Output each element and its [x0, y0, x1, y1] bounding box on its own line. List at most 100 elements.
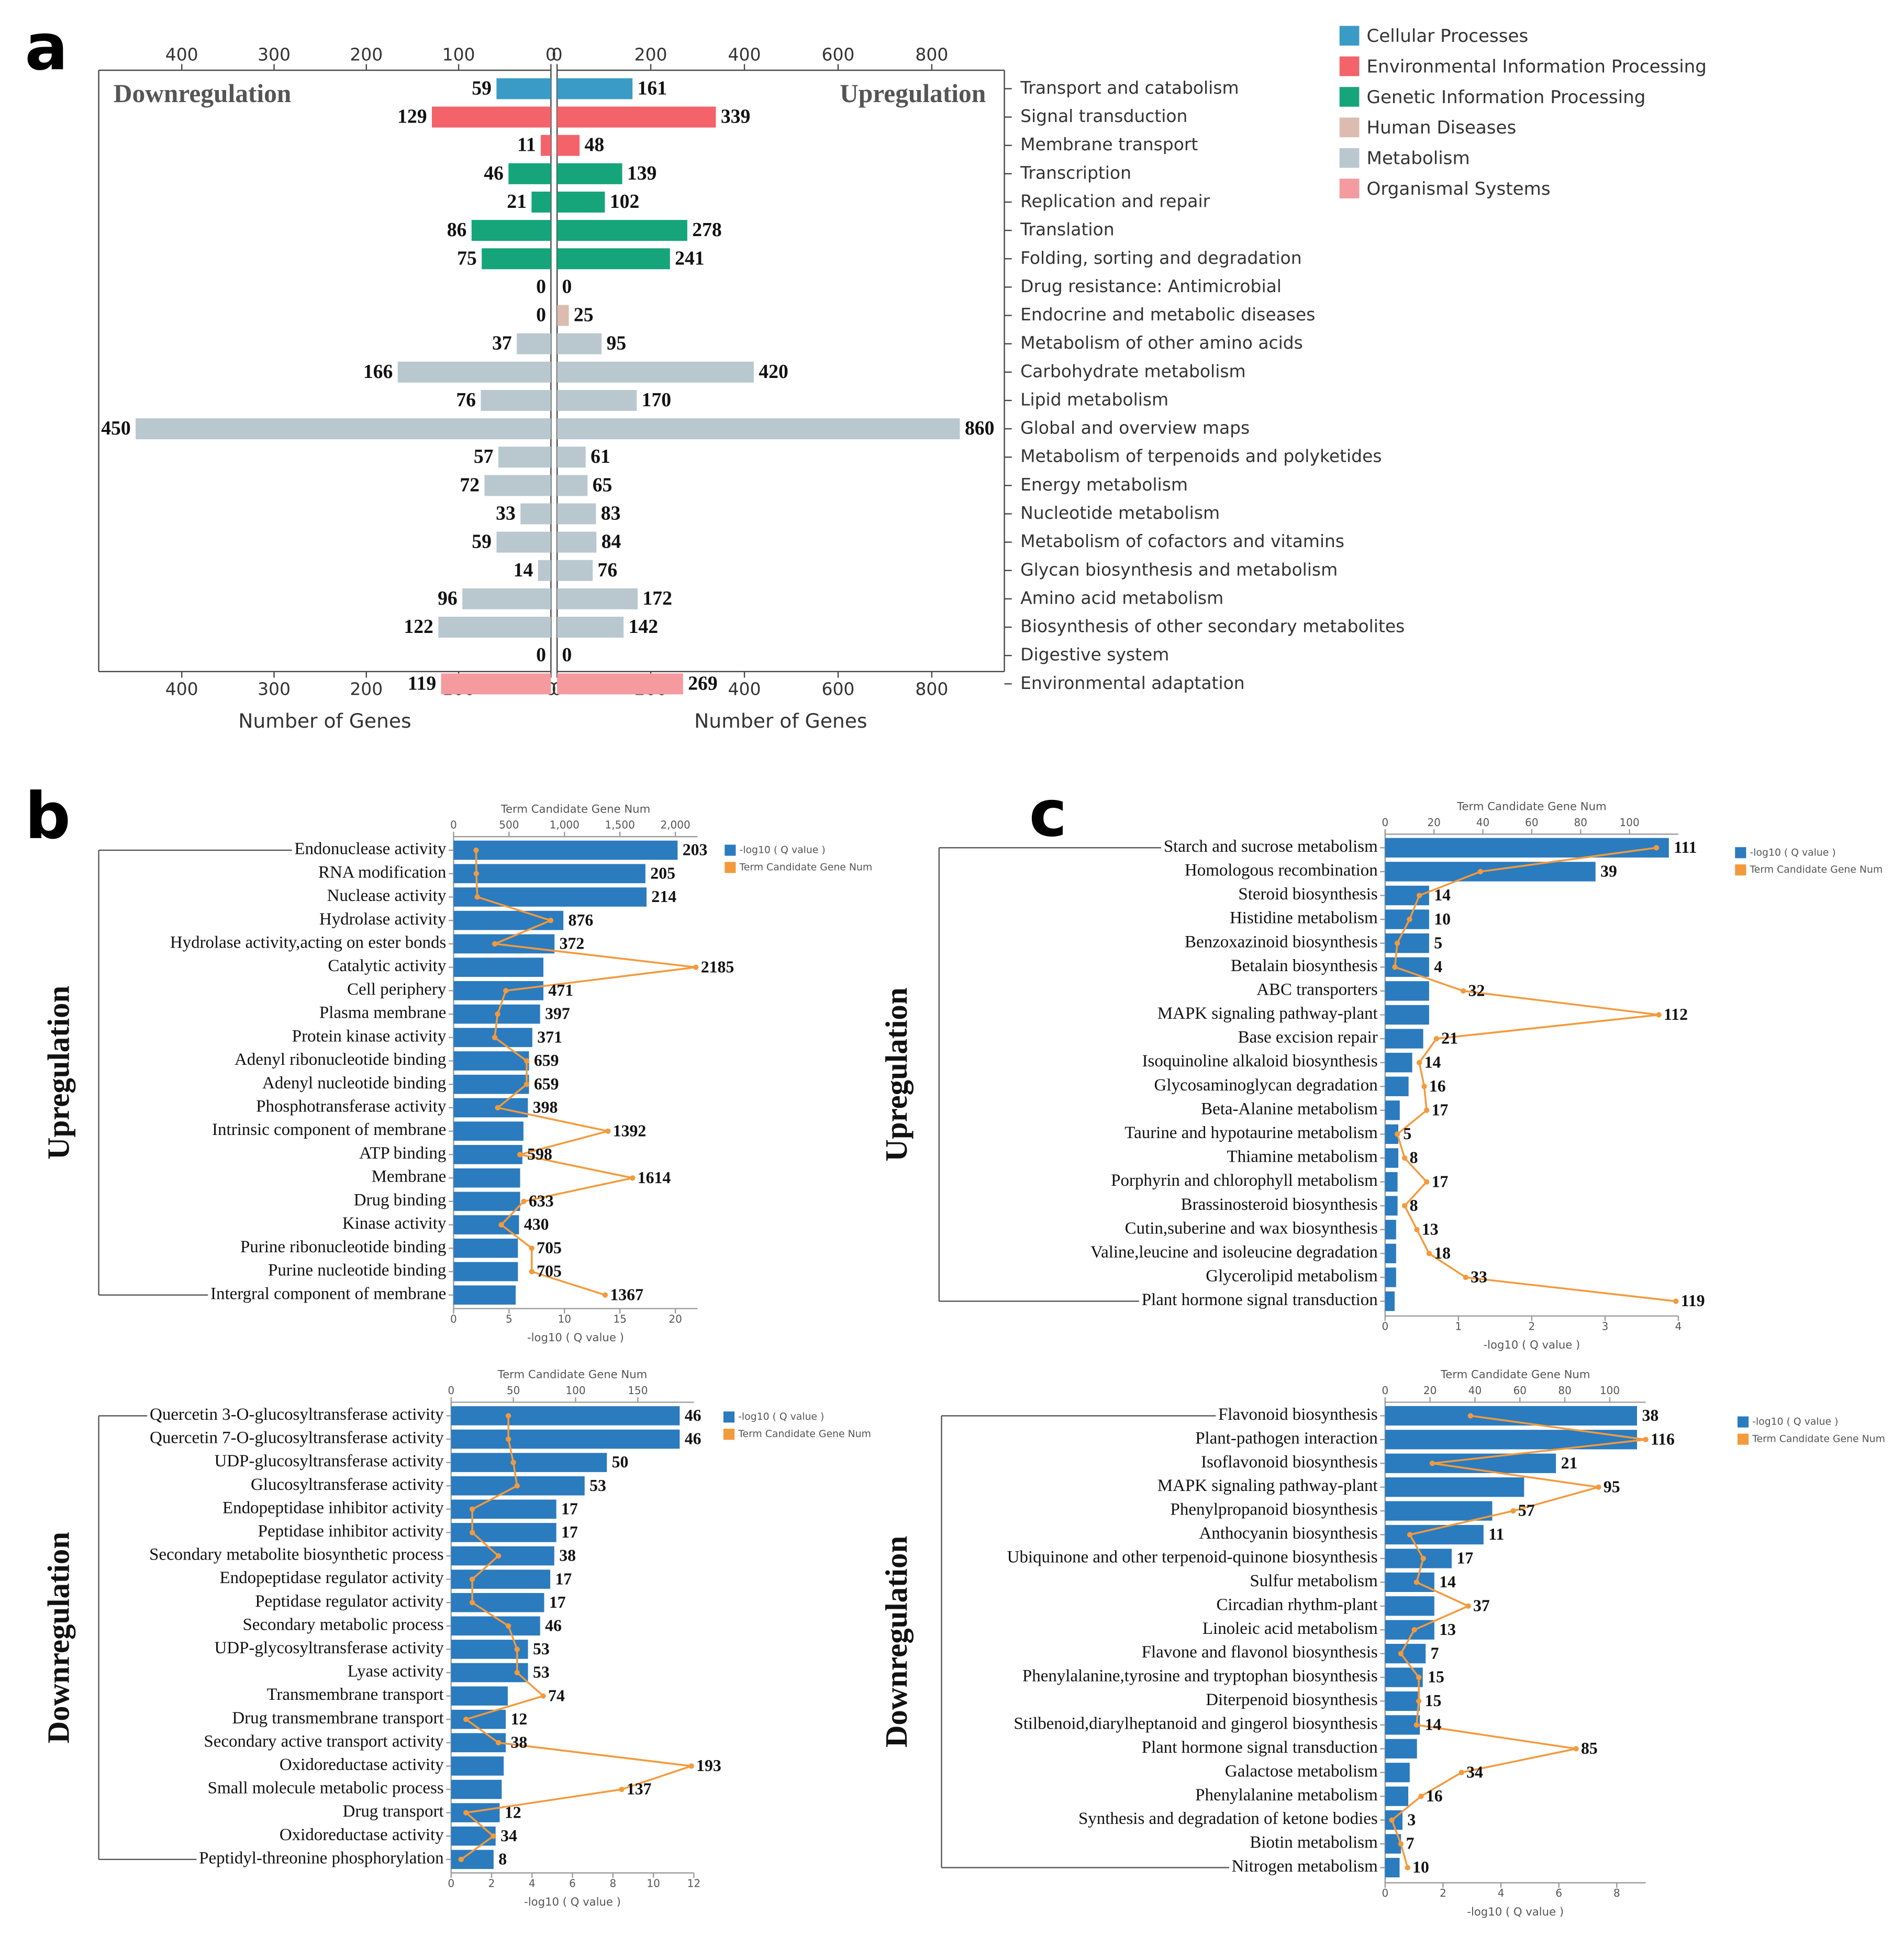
point [1398, 1651, 1404, 1656]
value-label: 450 [101, 417, 130, 439]
value-label: 48 [585, 134, 605, 156]
x2-tick-label: 1,500 [605, 818, 635, 831]
value-label: 76 [456, 389, 476, 411]
bar [517, 333, 551, 354]
category-label: Isoflavonoid biosynthesis [1201, 1453, 1378, 1472]
x-tick-label: 400 [165, 44, 198, 64]
value-label: 53 [589, 1476, 606, 1495]
value-label: 116 [1651, 1430, 1675, 1448]
value-label: 14 [1439, 1573, 1456, 1591]
legend-label: Cellular Processes [1367, 26, 1529, 47]
x-tick-label: 200 [350, 679, 383, 699]
bar [453, 1098, 528, 1118]
value-label: 13 [1439, 1620, 1456, 1639]
value-label: 137 [627, 1780, 652, 1798]
bar [557, 503, 596, 525]
value-label: 122 [404, 616, 433, 638]
bar [453, 864, 645, 884]
category-label: Oxidoreductase activity [280, 1755, 444, 1774]
legend-label: Term Candidate Gene Num [739, 862, 872, 873]
point [688, 1763, 694, 1769]
category-label: Membrane [372, 1167, 447, 1186]
point [1416, 1674, 1422, 1680]
group-label: Upregulation [879, 987, 914, 1161]
value-label: 25 [574, 304, 594, 326]
category-label: Glycosaminoglycan degradation [1154, 1076, 1378, 1095]
legend-swatch [725, 844, 736, 856]
category-label: Ubiquinone and other terpenoid-quinone b… [1007, 1548, 1378, 1567]
x2-tick-label: 100 [1600, 1384, 1620, 1397]
point [458, 1856, 464, 1863]
bar [453, 958, 544, 977]
category-label: Digestive system [1020, 644, 1169, 665]
value-label: 0 [562, 275, 572, 297]
value-label: 95 [1604, 1477, 1620, 1496]
bar [557, 588, 638, 609]
point [505, 1413, 511, 1419]
x-tick-label: 8 [1613, 1887, 1620, 1899]
category-label: Anthocyanin biosynthesis [1199, 1524, 1377, 1543]
value-label: 21 [507, 191, 527, 213]
bar [508, 163, 551, 184]
category-label: Linoleic acid metabolism [1202, 1619, 1378, 1638]
x-tick-label: 200 [634, 44, 667, 64]
point [1389, 1817, 1395, 1823]
legend-swatch [1339, 117, 1360, 138]
bar [451, 1686, 508, 1706]
value-label: 4 [1434, 958, 1442, 976]
bar [557, 447, 586, 468]
x-tick-label: 6 [569, 1877, 576, 1889]
point [1510, 1508, 1516, 1514]
x-tick-label: 4 [529, 1877, 536, 1889]
category-label: Beta-Alanine metabolism [1201, 1099, 1378, 1118]
value-label: 12 [510, 1710, 527, 1728]
x-tick-label: 300 [258, 44, 291, 64]
value-label: 39 [1600, 862, 1617, 881]
category-label: Plasma membrane [319, 1004, 446, 1022]
point [492, 1034, 498, 1040]
bar [1385, 1243, 1396, 1264]
category-label: UDP-glucosyltransferase activity [214, 1452, 444, 1471]
bar [1385, 1076, 1409, 1096]
legend-label: Metabolism [1367, 148, 1470, 169]
value-label: 59 [472, 77, 492, 99]
bar [557, 389, 637, 411]
category-label: Lipid metabolism [1020, 389, 1168, 409]
x-tick-label: 4 [1498, 1887, 1505, 1899]
value-label: 74 [548, 1686, 565, 1705]
bar [451, 1616, 540, 1636]
bar [451, 1826, 496, 1846]
point [498, 1222, 504, 1228]
value-label: 61 [591, 446, 610, 467]
category-label: Hydrolase activity [319, 910, 447, 929]
bar [1385, 1477, 1524, 1497]
value-label: 0 [562, 644, 572, 666]
category-label: Metabolism of cofactors and vitamins [1020, 531, 1344, 551]
category-label: Peptidase inhibitor activity [258, 1522, 444, 1541]
point [463, 1810, 469, 1816]
category-label: Biotin metabolism [1250, 1833, 1378, 1852]
x-tick-label: 0 [448, 1877, 454, 1889]
value-label: 214 [651, 887, 676, 906]
bar [451, 1850, 494, 1869]
point [469, 1600, 475, 1606]
bar [1385, 1148, 1399, 1168]
value-label: 205 [650, 864, 675, 882]
bar [1385, 1406, 1638, 1426]
value-label: 14 [1425, 1716, 1442, 1734]
category-label: Diterpenoid biosynthesis [1206, 1690, 1377, 1709]
x-tick-label: 400 [728, 44, 761, 64]
x-tick-label: 20 [669, 1312, 682, 1325]
point [602, 1292, 608, 1298]
point [474, 894, 480, 900]
value-label: 57 [1518, 1501, 1535, 1520]
category-label: Phenylpropanoid biosynthesis [1171, 1500, 1378, 1519]
bar [1385, 885, 1429, 906]
category-label: Purine ribonucleotide binding [240, 1238, 446, 1256]
value-label: 1392 [613, 1121, 647, 1140]
x-tick-label: 2 [488, 1877, 495, 1889]
category-label: Brassinosteroid biosynthesis [1181, 1195, 1378, 1214]
value-label: 17 [1456, 1549, 1473, 1567]
category-label: Drug transmembrane transport [232, 1709, 443, 1728]
bar [451, 1546, 554, 1566]
